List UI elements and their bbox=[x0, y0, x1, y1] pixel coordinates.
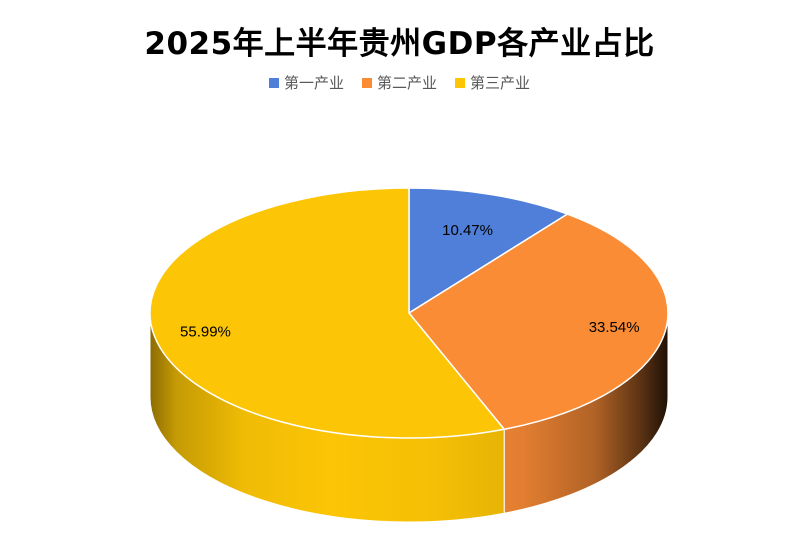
data-label-secondary: 33.54% bbox=[589, 319, 640, 336]
chart-title: 2025年上半年贵州GDP各产业占比 bbox=[144, 26, 655, 62]
legend-swatch-secondary bbox=[361, 77, 372, 88]
legend-item-secondary: 第二产业 bbox=[361, 72, 437, 93]
data-label-tertiary: 55.99% bbox=[180, 324, 231, 341]
legend-swatch-tertiary bbox=[455, 77, 465, 88]
pie-slice-primary bbox=[408, 187, 569, 314]
legend-swatch-primary bbox=[268, 77, 279, 88]
data-label-primary: 10.47% bbox=[442, 222, 493, 239]
legend: 第一产业 第二产业 第三产业 bbox=[0, 72, 799, 93]
legend-label-secondary: 第二产业 bbox=[376, 74, 437, 92]
legend-label-primary: 第一产业 bbox=[283, 74, 344, 92]
pie-slice-tertiary bbox=[149, 187, 505, 439]
legend-item-primary: 第一产业 bbox=[268, 72, 344, 93]
pie-slice-secondary bbox=[408, 213, 669, 430]
legend-item-tertiary: 第三产业 bbox=[455, 72, 530, 93]
legend-label-tertiary: 第三产业 bbox=[470, 74, 531, 92]
